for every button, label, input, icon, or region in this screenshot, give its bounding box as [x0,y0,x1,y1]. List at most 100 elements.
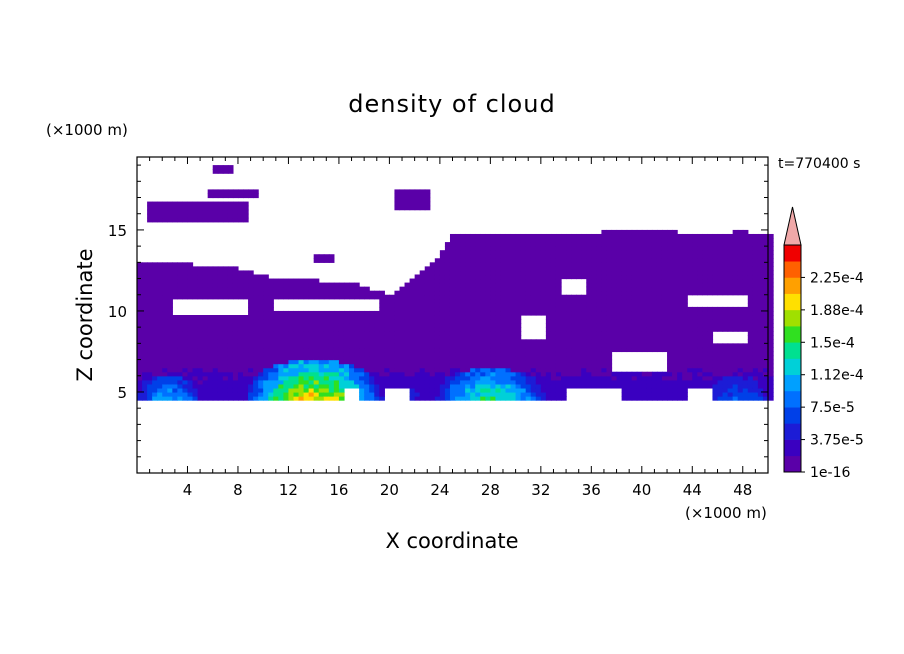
cloud-cell [263,379,269,385]
cloud-cell [142,359,148,365]
cloud-cell [288,363,295,369]
cloud-cell [364,371,370,377]
cloud-cell [707,363,714,369]
cloud-cell [243,286,249,292]
cloud-cell [278,331,284,336]
cloud-cell [455,290,461,296]
cloud-cell [197,205,204,211]
cloud-cell [263,355,269,361]
cloud-cell [369,383,375,389]
cloud-cell [268,278,274,284]
cloud-cell [762,347,769,353]
cloud-cell [646,262,653,267]
cloud-cell [253,327,259,332]
cloud-cell [626,315,633,320]
cloud-cell [313,339,320,344]
cloud-cell [768,250,774,255]
cloud-cell [429,302,436,308]
cloud-cell [465,339,471,344]
cloud-cell [555,371,562,377]
cloud-cell [343,347,350,353]
cloud-cell [354,294,360,300]
cloud-cell [207,371,214,377]
cloud-cell [460,371,466,377]
cloud-cell [212,319,219,324]
cloud-cell [616,383,623,389]
cloud-cell [661,246,668,251]
cloud-cell [631,278,638,284]
cloud-cell [500,331,507,336]
cloud-cell [586,351,592,357]
cloud-cell [263,387,269,393]
cloud-cell [661,238,668,243]
cloud-cell [692,335,698,340]
cloud-cell [419,383,426,389]
cloud-cell [253,323,259,328]
cloud-cell [303,359,310,365]
cloud-cell [540,387,547,393]
cloud-cell [762,363,769,369]
cloud-cell [414,339,421,344]
cloud-cell [641,339,648,344]
cloud-cell [682,391,688,397]
cloud-cell [202,201,209,207]
cloud-cell [303,351,310,357]
cloud-cell [485,315,491,320]
cloud-cell [480,387,486,393]
cloud-cell [520,246,527,251]
cloud-cell [606,335,613,340]
cloud-cell [672,278,678,284]
cloud-cell [248,355,254,361]
cloud-cell [646,286,653,292]
cloud-cell [177,209,184,215]
cloud-cell [762,327,769,332]
cloud-cell [172,209,178,215]
cloud-cell [162,217,168,223]
cloud-cell [636,233,643,239]
cloud-cell [707,254,714,259]
cloud-cell [606,233,613,239]
cloud-cell [672,319,678,324]
cloud-cell [379,367,385,373]
cloud-cell [414,343,421,349]
cloud-cell [343,282,350,288]
cloud-cell [742,375,749,381]
cloud-cell [732,246,739,251]
cloud-cell [596,375,603,381]
cloud-cell [646,371,653,377]
cloud-cell [157,396,163,401]
cloud-cell [616,315,623,320]
cloud-cell [495,391,502,397]
cloud-cell [374,331,380,336]
cloud-cell [535,306,542,312]
cloud-cell [308,335,315,340]
cloud-cell [434,278,441,284]
cloud-cell [177,371,184,377]
cloud-cell [232,217,239,223]
cloud-cell [379,298,385,304]
cloud-cell [243,339,249,344]
cloud-cell [692,363,698,369]
cloud-cell [702,290,709,296]
cloud-cell [460,298,466,304]
cloud-cell [490,323,497,328]
cloud-cell [530,387,537,393]
cloud-cell [667,383,673,389]
cloud-cell [273,359,279,365]
cloud-cell [732,375,739,381]
cloud-cell [611,306,618,312]
cloud-cell [313,351,320,357]
cloud-cell [318,310,325,316]
cloud-cell [626,266,633,272]
cloud-cell [394,306,401,312]
cloud-cell [167,347,173,353]
cloud-cell [621,375,628,381]
cloud-cell [333,323,340,328]
cloud-cell [535,246,542,251]
cloud-cell [621,266,628,272]
cloud-cell [177,278,184,284]
cloud-cell [343,290,350,296]
cloud-cell [586,238,592,243]
cloud-cell [697,363,703,369]
cloud-cell [434,323,441,328]
